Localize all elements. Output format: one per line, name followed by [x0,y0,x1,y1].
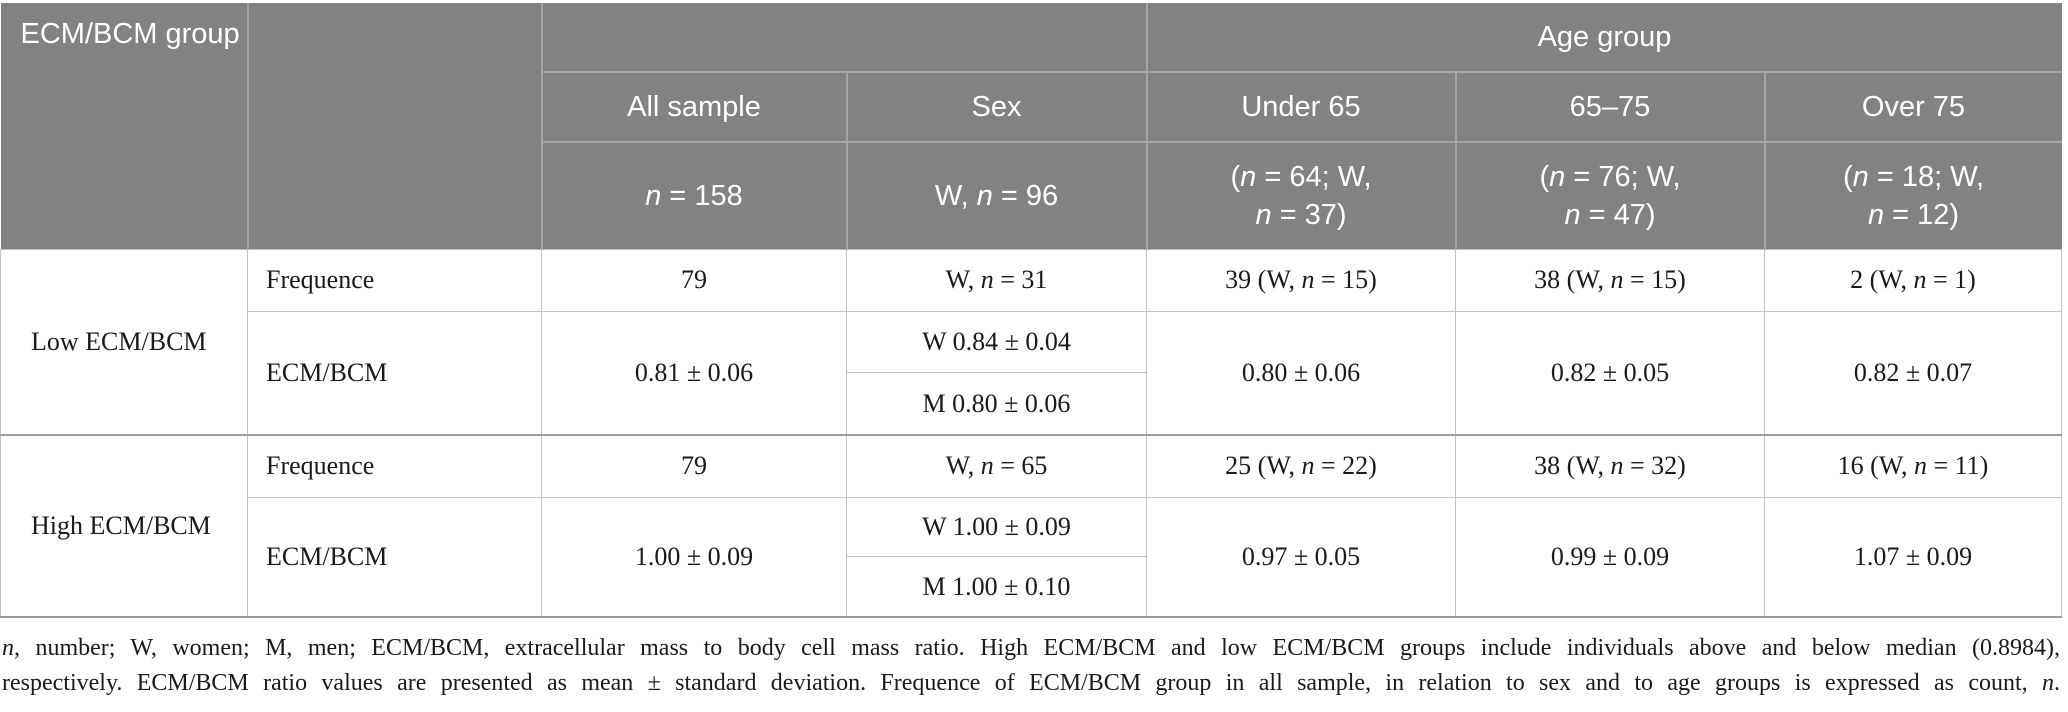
row-label-frequence-high: Frequence [247,434,542,498]
cell-low-ecmbcm-sex-women: W 0.84 ± 0.04 [922,327,1071,356]
cell-low-frequence-all-sample: 79 [541,248,847,312]
subheader-cell-65-75: (n = 76; W, n = 47) [1454,141,1766,249]
cell-high-ecmbcm-under-65: 0.97 ± 0.05 [1146,496,1456,618]
ecm-bcm-table: ECM/BCM group Age group All sample Sex U… [0,3,2062,618]
subheader-cell-under-65: (n = 64; W, n = 37) [1145,141,1457,249]
subheader-cell-over-75: (n = 18; W, n = 12) [1763,141,2062,249]
cell-high-frequence-sex: W, n = 65 [846,434,1147,498]
header-cell-under-65: Under 65 [1145,71,1457,143]
subheader-cell-sex: W, n = 96 [845,141,1148,249]
cell-low-frequence-65-75: 38 (W, n = 15) [1455,248,1765,312]
cell-high-ecmbcm-over-75: 1.07 ± 0.09 [1764,496,2062,618]
cell-high-ecmbcm-sex-women: W 1.00 ± 0.09 [922,512,1071,541]
cell-high-frequence-all-sample: 79 [541,434,847,498]
group-label-low: Low ECM/BCM [0,248,248,436]
cell-high-ecmbcm-all-sample: 1.00 ± 0.09 [541,496,847,618]
footnote-line-2: respectively. ECM/BCM ratio values are p… [2,670,2060,696]
cell-high-ecmbcm-sex-men: M 1.00 ± 0.10 [847,556,1146,616]
cell-low-frequence-under-65: 39 (W, n = 15) [1146,248,1456,312]
cell-high-frequence-over-75: 16 (W, n = 11) [1764,434,2062,498]
cell-low-frequence-sex: W, n = 31 [846,248,1147,312]
figure-root: ECM/BCM group Age group All sample Sex U… [0,3,2068,712]
subheader-cell-all-sample: n = 158 [540,141,848,249]
cell-low-ecmbcm-all-sample: 0.81 ± 0.06 [541,310,847,436]
cell-high-ecmbcm-65-75: 0.99 ± 0.09 [1455,496,1765,618]
cell-low-ecmbcm-under-65: 0.80 ± 0.06 [1146,310,1456,436]
row-label-ecm-bcm-low: ECM/BCM [247,310,542,436]
cell-high-ecmbcm-sex: W 1.00 ± 0.09 M 1.00 ± 0.10 [846,496,1147,618]
header-cell-age-group: Age group [1145,3,2062,73]
row-label-ecm-bcm-high: ECM/BCM [247,496,542,618]
cell-high-frequence-65-75: 38 (W, n = 32) [1455,434,1765,498]
header-cell-all-sample: All sample [540,71,848,143]
cell-high-frequence-under-65: 25 (W, n = 22) [1146,434,1456,498]
header-cell-empty-span [540,3,1148,73]
footnote: n, number; W, women; M, men; ECM/BCM, ex… [0,631,2060,701]
cell-low-ecmbcm-over-75: 0.82 ± 0.07 [1764,310,2062,436]
cell-low-ecmbcm-sex: W 0.84 ± 0.04 M 0.80 ± 0.06 [846,310,1147,436]
row-label-frequence-low: Frequence [247,248,542,312]
footnote-line-1: n, number; W, women; M, men; ECM/BCM, ex… [2,635,2060,661]
header-cell-over-75: Over 75 [1763,71,2062,143]
header-cell-sex: Sex [845,71,1148,143]
header-cell-65-75: 65–75 [1454,71,1766,143]
cell-low-ecmbcm-65-75: 0.82 ± 0.05 [1455,310,1765,436]
cell-low-ecmbcm-sex-men: M 0.80 ± 0.06 [847,372,1146,434]
cell-low-frequence-over-75: 2 (W, n = 1) [1764,248,2062,312]
header-cell-group-col: ECM/BCM group [0,3,249,249]
header-cell-empty-col2 [246,3,543,249]
group-label-high: High ECM/BCM [0,434,248,618]
